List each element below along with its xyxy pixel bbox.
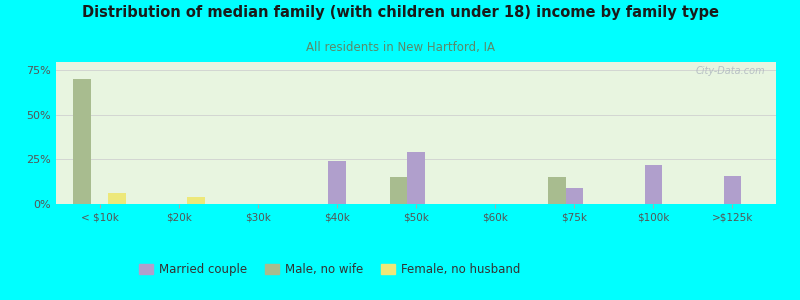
Bar xyxy=(724,176,741,204)
Bar xyxy=(108,193,126,204)
Bar xyxy=(328,161,346,204)
Bar xyxy=(390,177,407,204)
Text: Distribution of median family (with children under 18) income by family type: Distribution of median family (with chil… xyxy=(82,4,718,20)
Bar xyxy=(407,152,425,204)
Bar xyxy=(566,188,583,204)
Text: City-Data.com: City-Data.com xyxy=(695,66,766,76)
Legend: Married couple, Male, no wife, Female, no husband: Married couple, Male, no wife, Female, n… xyxy=(134,258,525,281)
Bar xyxy=(74,79,91,204)
Bar xyxy=(187,197,205,204)
Bar xyxy=(548,177,566,204)
Bar xyxy=(645,165,662,204)
Text: All residents in New Hartford, IA: All residents in New Hartford, IA xyxy=(306,40,494,53)
